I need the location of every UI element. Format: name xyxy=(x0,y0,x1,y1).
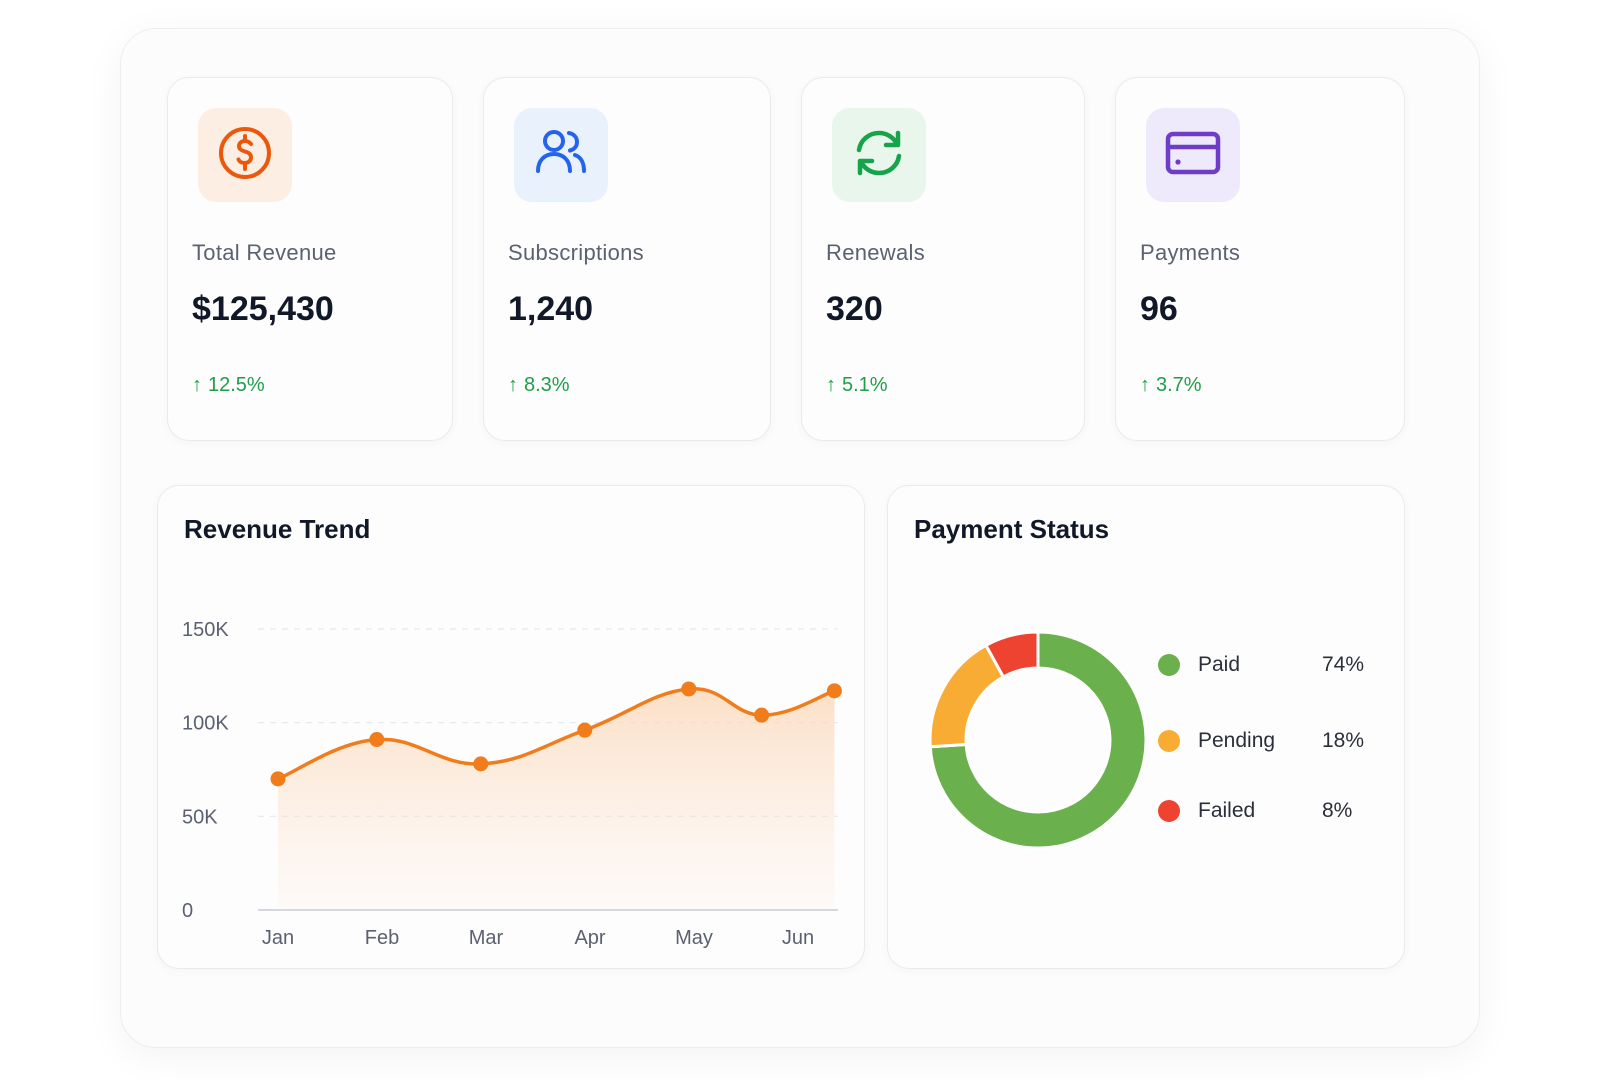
arrow-up-icon: ↑ xyxy=(508,374,518,396)
kpi-value: 1,240 xyxy=(508,290,594,328)
kpi-change-value: 12.5% xyxy=(208,374,265,396)
icon-tile xyxy=(198,108,292,202)
kpi-label: Total Revenue xyxy=(192,240,337,265)
credit-card-icon xyxy=(1164,129,1222,182)
legend-value: 8% xyxy=(1322,799,1353,822)
kpi-card-total-revenue[interactable]: Total Revenue $125,430 ↑ 12.5% xyxy=(167,77,453,441)
legend-item-failed: Failed 8% xyxy=(1158,796,1378,826)
kpi-card-renewals[interactable]: Renewals 320 ↑ 5.1% xyxy=(801,77,1085,441)
kpi-card-subscriptions[interactable]: Subscriptions 1,240 ↑ 8.3% xyxy=(483,77,771,441)
arrow-up-icon: ↑ xyxy=(1140,374,1150,396)
y-tick-label: 100K xyxy=(182,713,229,735)
legend-item-pending: Pending 18% xyxy=(1158,726,1378,756)
users-icon xyxy=(532,125,590,186)
legend-dot xyxy=(1158,730,1180,752)
donut-slice-pending[interactable] xyxy=(928,643,1006,749)
kpi-value: 96 xyxy=(1140,290,1178,328)
legend-label: Failed xyxy=(1198,799,1256,822)
kpi-change: ↑ 3.7% xyxy=(1140,374,1202,397)
legend-value: 18% xyxy=(1322,729,1365,752)
kpi-value: 320 xyxy=(826,290,883,328)
data-point[interactable] xyxy=(754,707,770,723)
arrow-up-icon: ↑ xyxy=(192,374,202,396)
data-point[interactable] xyxy=(681,681,697,697)
icon-tile xyxy=(832,108,926,202)
data-point[interactable] xyxy=(473,756,489,772)
icon-tile xyxy=(514,108,608,202)
kpi-value: $125,430 xyxy=(192,290,334,328)
kpi-label: Renewals xyxy=(826,240,926,265)
donut-slice-failed[interactable] xyxy=(983,630,1040,679)
kpi-change-value: 8.3% xyxy=(524,374,570,396)
revenue-trend-chart: 0 50K 100K 150K Jan Feb Mar Apr May Jun xyxy=(182,619,842,949)
kpi-label: Subscriptions xyxy=(508,240,644,265)
data-point[interactable] xyxy=(369,732,385,748)
revenue-trend-title: Revenue Trend xyxy=(184,514,371,544)
kpi-card-payments[interactable]: Payments 96 ↑ 3.7% xyxy=(1115,77,1405,441)
kpi-change-value: 3.7% xyxy=(1156,374,1202,396)
revenue-trend-card: Revenue Trend 0 50K 100K 150K Jan Feb Mar Apr Ma… xyxy=(157,485,865,969)
kpi-change: ↑ 12.5% xyxy=(192,374,265,397)
legend-dot xyxy=(1158,800,1180,822)
legend-value: 74% xyxy=(1322,653,1365,676)
kpi-change: ↑ 5.1% xyxy=(826,374,888,397)
legend-label: Pending xyxy=(1198,729,1276,752)
x-tick-label: Jan xyxy=(262,927,294,949)
icon-tile xyxy=(1146,108,1240,202)
dollar-circle-icon xyxy=(217,125,273,186)
refresh-icon xyxy=(851,125,907,186)
x-tick-label: May xyxy=(675,927,713,949)
legend-dot xyxy=(1158,654,1180,676)
data-point[interactable] xyxy=(577,722,593,738)
payment-status-card: Payment Status Paid 74% Pending 18% Fail… xyxy=(887,485,1405,969)
revenue-area xyxy=(278,688,835,910)
x-tick-label: Apr xyxy=(574,927,605,949)
x-tick-label: Jun xyxy=(782,927,814,949)
y-tick-label: 150K xyxy=(182,619,229,641)
kpi-change-value: 5.1% xyxy=(842,374,888,396)
data-point[interactable] xyxy=(826,683,842,699)
x-tick-label: Feb xyxy=(365,927,399,949)
y-tick-label: 0 xyxy=(182,900,193,922)
data-point[interactable] xyxy=(270,771,286,787)
kpi-label: Payments xyxy=(1140,240,1241,265)
legend-item-paid: Paid 74% xyxy=(1158,650,1378,680)
payment-status-donut xyxy=(928,630,1148,850)
x-tick-label: Mar xyxy=(469,927,504,949)
legend-label: Paid xyxy=(1198,653,1241,676)
kpi-change: ↑ 8.3% xyxy=(508,374,570,397)
y-tick-label: 50K xyxy=(182,806,218,828)
donut-slice-paid[interactable] xyxy=(928,630,1148,850)
dashboard-panel: Total Revenue $125,430 ↑ 12.5% Subscript… xyxy=(120,28,1480,1048)
arrow-up-icon: ↑ xyxy=(826,374,836,396)
payment-status-title: Payment Status xyxy=(914,514,1110,544)
